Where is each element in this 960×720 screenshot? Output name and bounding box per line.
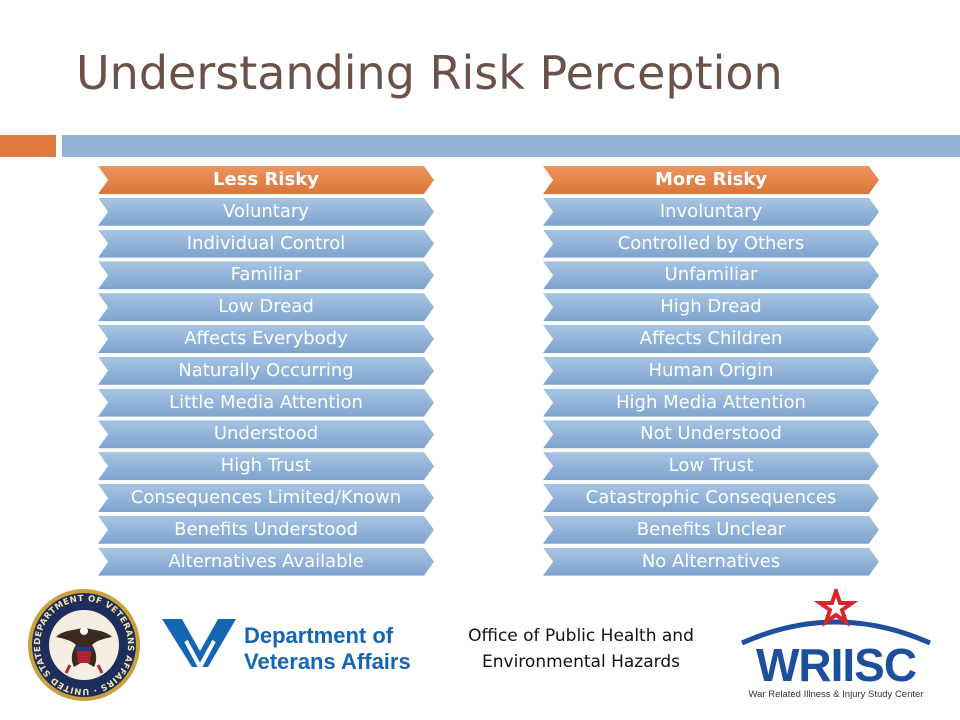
more-risky-item: Unfamiliar xyxy=(543,261,879,290)
va-wordmark: Department of Veterans Affairs xyxy=(244,623,411,675)
less-risky-item: Little Media Attention xyxy=(98,388,434,417)
more-risky-item: Low Trust xyxy=(543,452,879,481)
footer-logos: DEPARTMENT OF VETERANS AFFAIRS · UNITED … xyxy=(0,585,960,720)
more-risky-item: Benefits Unclear xyxy=(543,515,879,544)
more-risky-item: Catastrophic Consequences xyxy=(543,483,879,512)
less-risky-item: Alternatives Available xyxy=(98,547,434,576)
slide-title: Understanding Risk Perception xyxy=(76,46,783,100)
less-risky-item: Familiar xyxy=(98,261,434,290)
less-risky-item: Voluntary xyxy=(98,197,434,226)
wriisc-logo: WRIISC War Related Illness & Injury Stud… xyxy=(740,589,932,700)
wriisc-tagline: War Related Illness & Injury Study Cente… xyxy=(749,689,924,700)
more-risky-item: Human Origin xyxy=(543,356,879,385)
more-risky-column: More Risky Involuntary Controlled by Oth… xyxy=(543,166,879,579)
office-name-line2: Environmental Hazards xyxy=(482,652,680,672)
less-risky-item: Naturally Occurring xyxy=(98,356,434,385)
va-wordmark-line2: Veterans Affairs xyxy=(244,649,411,674)
less-risky-item: Individual Control xyxy=(98,229,434,258)
va-logo-icon xyxy=(162,619,236,668)
less-risky-item: Affects Everybody xyxy=(98,324,434,353)
more-risky-item: Involuntary xyxy=(543,197,879,226)
less-risky-item: Understood xyxy=(98,420,434,449)
wriisc-wordmark: WRIISC xyxy=(756,639,916,691)
more-risky-item: High Media Attention xyxy=(543,388,879,417)
more-risky-item: Controlled by Others xyxy=(543,229,879,258)
more-risky-item: Affects Children xyxy=(543,324,879,353)
office-name-line1: Office of Public Health and xyxy=(468,626,694,646)
va-seal-logo: DEPARTMENT OF VETERANS AFFAIRS · UNITED … xyxy=(26,587,140,701)
less-risky-item: High Trust xyxy=(98,452,434,481)
more-risky-header: More Risky xyxy=(543,166,879,194)
less-risky-item: Low Dread xyxy=(98,293,434,322)
accent-bar-blue xyxy=(62,135,960,157)
more-risky-item: Not Understood xyxy=(543,420,879,449)
less-risky-item: Benefits Understood xyxy=(98,515,434,544)
office-name: Office of Public Health and Environmenta… xyxy=(442,623,720,675)
less-risky-header: Less Risky xyxy=(98,166,434,194)
accent-bar-orange xyxy=(0,135,56,157)
va-wordmark-line1: Department of xyxy=(244,623,394,648)
more-risky-item: No Alternatives xyxy=(543,547,879,576)
less-risky-item: Consequences Limited/Known xyxy=(98,483,434,512)
more-risky-item: High Dread xyxy=(543,293,879,322)
less-risky-column: Less Risky Voluntary Individual Control … xyxy=(98,166,434,579)
